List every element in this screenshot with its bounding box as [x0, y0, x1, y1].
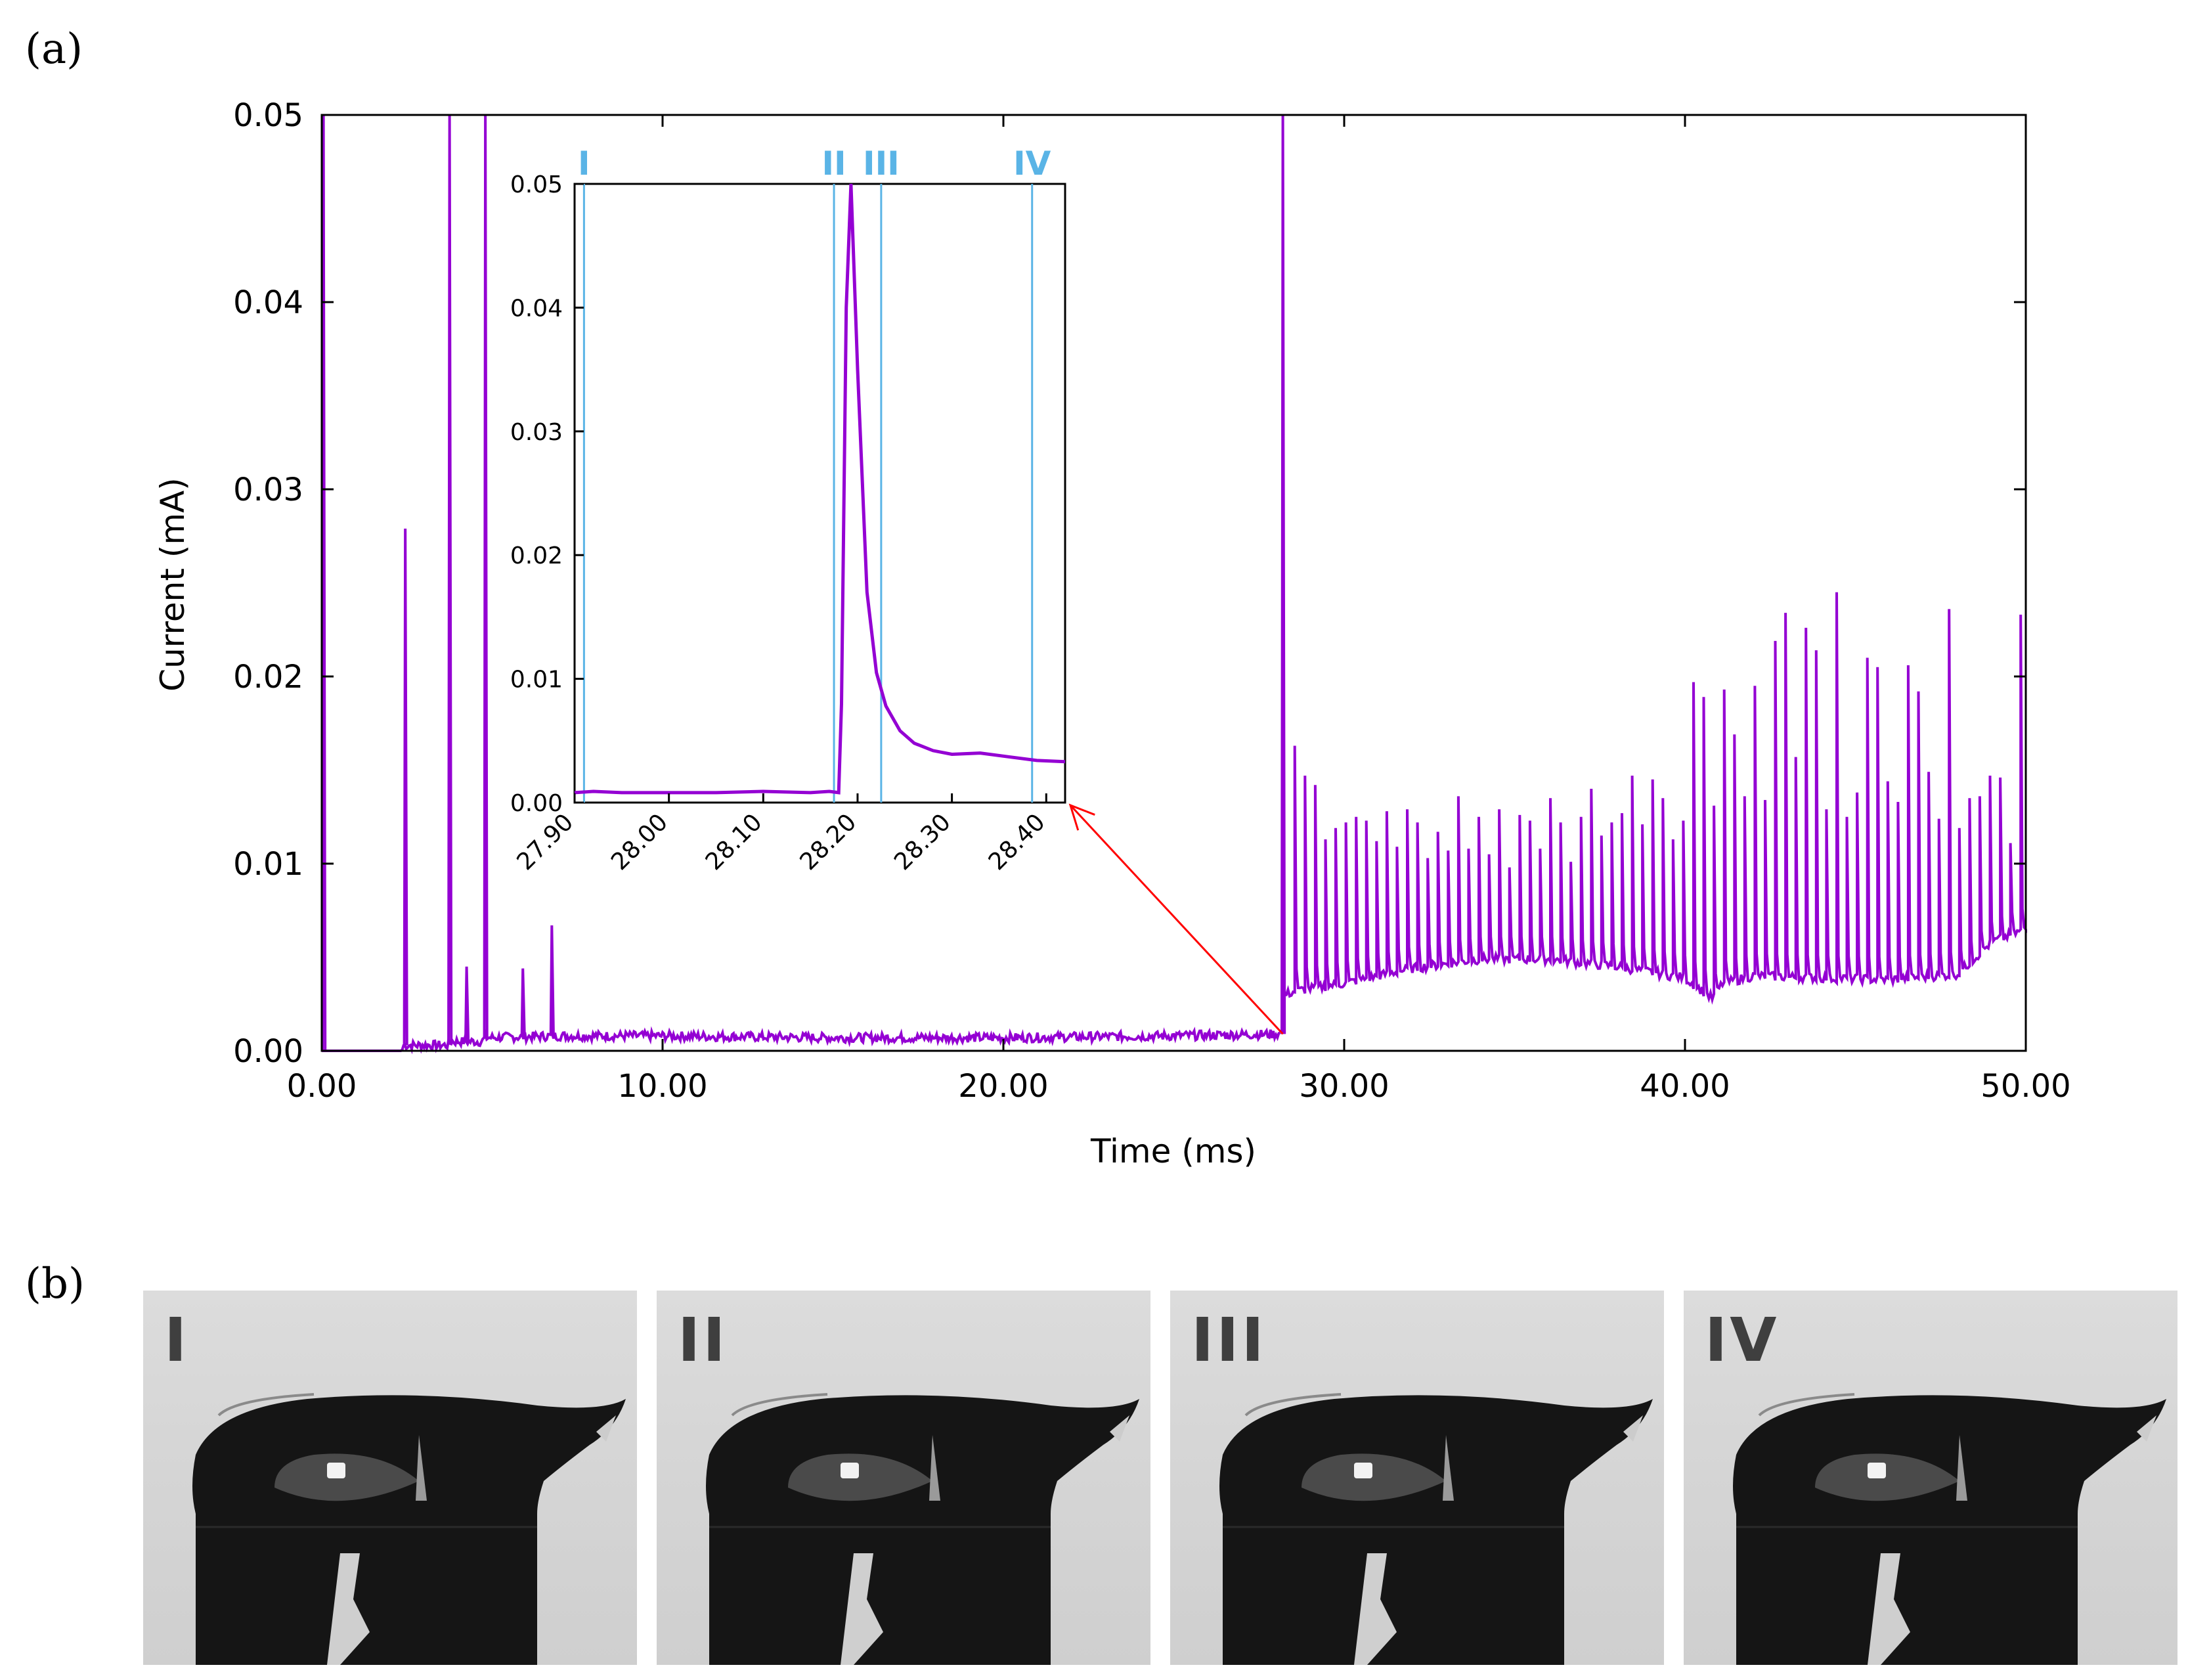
y-tick-label-0: 0.00: [233, 1033, 303, 1070]
inset-x-tick-label-4: 28.30: [889, 808, 956, 875]
x-tick-label-1: 10.00: [617, 1068, 707, 1105]
droplet-image-2: [706, 1393, 1139, 1665]
inset-x-tick-label-0: 27.90: [512, 808, 579, 875]
droplet-image-3: [1219, 1393, 1653, 1665]
series-pulse-train: [1281, 592, 2027, 1034]
x-tick-label-0: 0.00: [287, 1068, 357, 1105]
inset-y-tick-label-2: 0.02: [510, 542, 563, 569]
y-tick-label-3: 0.03: [233, 472, 303, 508]
photo-frame-1: I: [143, 1291, 637, 1665]
y-tick-label-5: 0.05: [233, 97, 303, 134]
marker-label-III: III: [863, 144, 900, 183]
droplet-image-1: [192, 1393, 626, 1665]
frame-label-4: IV: [1705, 1305, 1780, 1375]
x-tick-label-5: 50.00: [1980, 1068, 2070, 1105]
inset-y-tick-label-5: 0.05: [510, 171, 563, 198]
inset-x-tick-label-1: 28.00: [606, 808, 673, 875]
spike-6: [520, 968, 526, 1037]
spike-3: [447, 114, 453, 1044]
spike-4: [464, 966, 470, 1042]
marker-label-IV: IV: [1013, 144, 1051, 183]
x-tick-label-4: 40.00: [1640, 1068, 1730, 1105]
x-axis-label: Time (ms): [1090, 1132, 1256, 1170]
inset-frame: [573, 183, 1066, 804]
marker-label-II: II: [821, 144, 846, 183]
inset-x-tick-label-5: 28.40: [984, 808, 1051, 875]
y-tick-label-2: 0.02: [233, 659, 303, 696]
frame-label-2: II: [678, 1305, 728, 1375]
inset-link-arrowhead: [1068, 803, 1095, 831]
spike-7: [549, 925, 555, 1036]
panel-label-a: (a): [25, 25, 83, 74]
photo-frame-2: II: [657, 1291, 1150, 1665]
x-tick-label-3: 30.00: [1299, 1068, 1389, 1105]
frame-label-3: III: [1191, 1305, 1267, 1375]
inset-y-tick-label-4: 0.04: [510, 295, 563, 322]
photo-frame-4: IV: [1684, 1291, 2177, 1665]
y-tick-label-4: 0.04: [233, 284, 303, 321]
series-baseline-low: [322, 1026, 1281, 1055]
inset-x-tick-label-3: 28.20: [795, 808, 862, 875]
main-plot-frame: [320, 114, 2027, 1052]
inset-x-tick-label-2: 28.10: [701, 808, 768, 875]
marker-label-I: I: [578, 144, 590, 183]
y-axis-label: Current (mA): [154, 477, 192, 692]
inset-y-tick-label-0: 0.00: [510, 790, 563, 817]
spike-5: [483, 114, 489, 1038]
spike-1: [321, 114, 327, 1051]
droplet-image-4: [1733, 1393, 2166, 1665]
frame-label-1: I: [164, 1305, 190, 1375]
spike-2: [403, 528, 408, 1046]
y-tick-label-1: 0.01: [233, 846, 303, 883]
inset-y-tick-label-1: 0.01: [510, 667, 563, 694]
inset-link-arrow: [1069, 804, 1284, 1035]
inset-series-line: [574, 183, 1066, 795]
x-tick-label-2: 20.00: [958, 1068, 1048, 1105]
inset-y-tick-label-3: 0.03: [510, 419, 563, 446]
panel-label-b: (b): [25, 1260, 85, 1308]
photo-frame-3: III: [1170, 1291, 1664, 1665]
spike-8: [1280, 114, 1286, 1034]
